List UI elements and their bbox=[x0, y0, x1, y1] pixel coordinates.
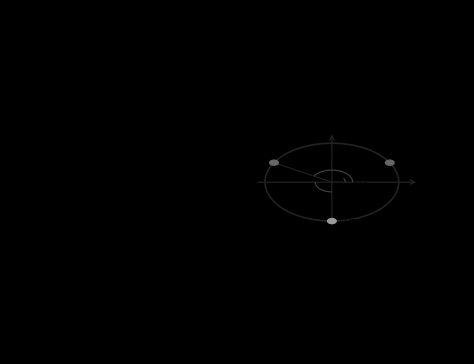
Text: shown in the figure below. Find the general expression: shown in the figure below. Find the gene… bbox=[43, 75, 452, 90]
Text: y: y bbox=[331, 119, 337, 130]
Circle shape bbox=[328, 218, 336, 223]
Text: q: q bbox=[399, 158, 406, 168]
Text: marks): marks) bbox=[43, 153, 95, 167]
Text: q: q bbox=[255, 158, 262, 168]
Text: of the net electric field at the center of the circle. (2: of the net electric field at the center … bbox=[43, 114, 430, 128]
Text: 30°: 30° bbox=[351, 182, 368, 191]
Text: r: r bbox=[309, 162, 313, 171]
Text: -2q: -2q bbox=[338, 217, 355, 226]
Text: 150°: 150° bbox=[314, 162, 337, 171]
Text: 270°: 270° bbox=[292, 197, 315, 206]
Text: x: x bbox=[422, 177, 428, 187]
Text: Q.4. Three point charges lie along a circle of radius r as: Q.4. Three point charges lie along a cir… bbox=[43, 36, 458, 51]
Circle shape bbox=[385, 160, 394, 165]
Circle shape bbox=[270, 160, 278, 165]
